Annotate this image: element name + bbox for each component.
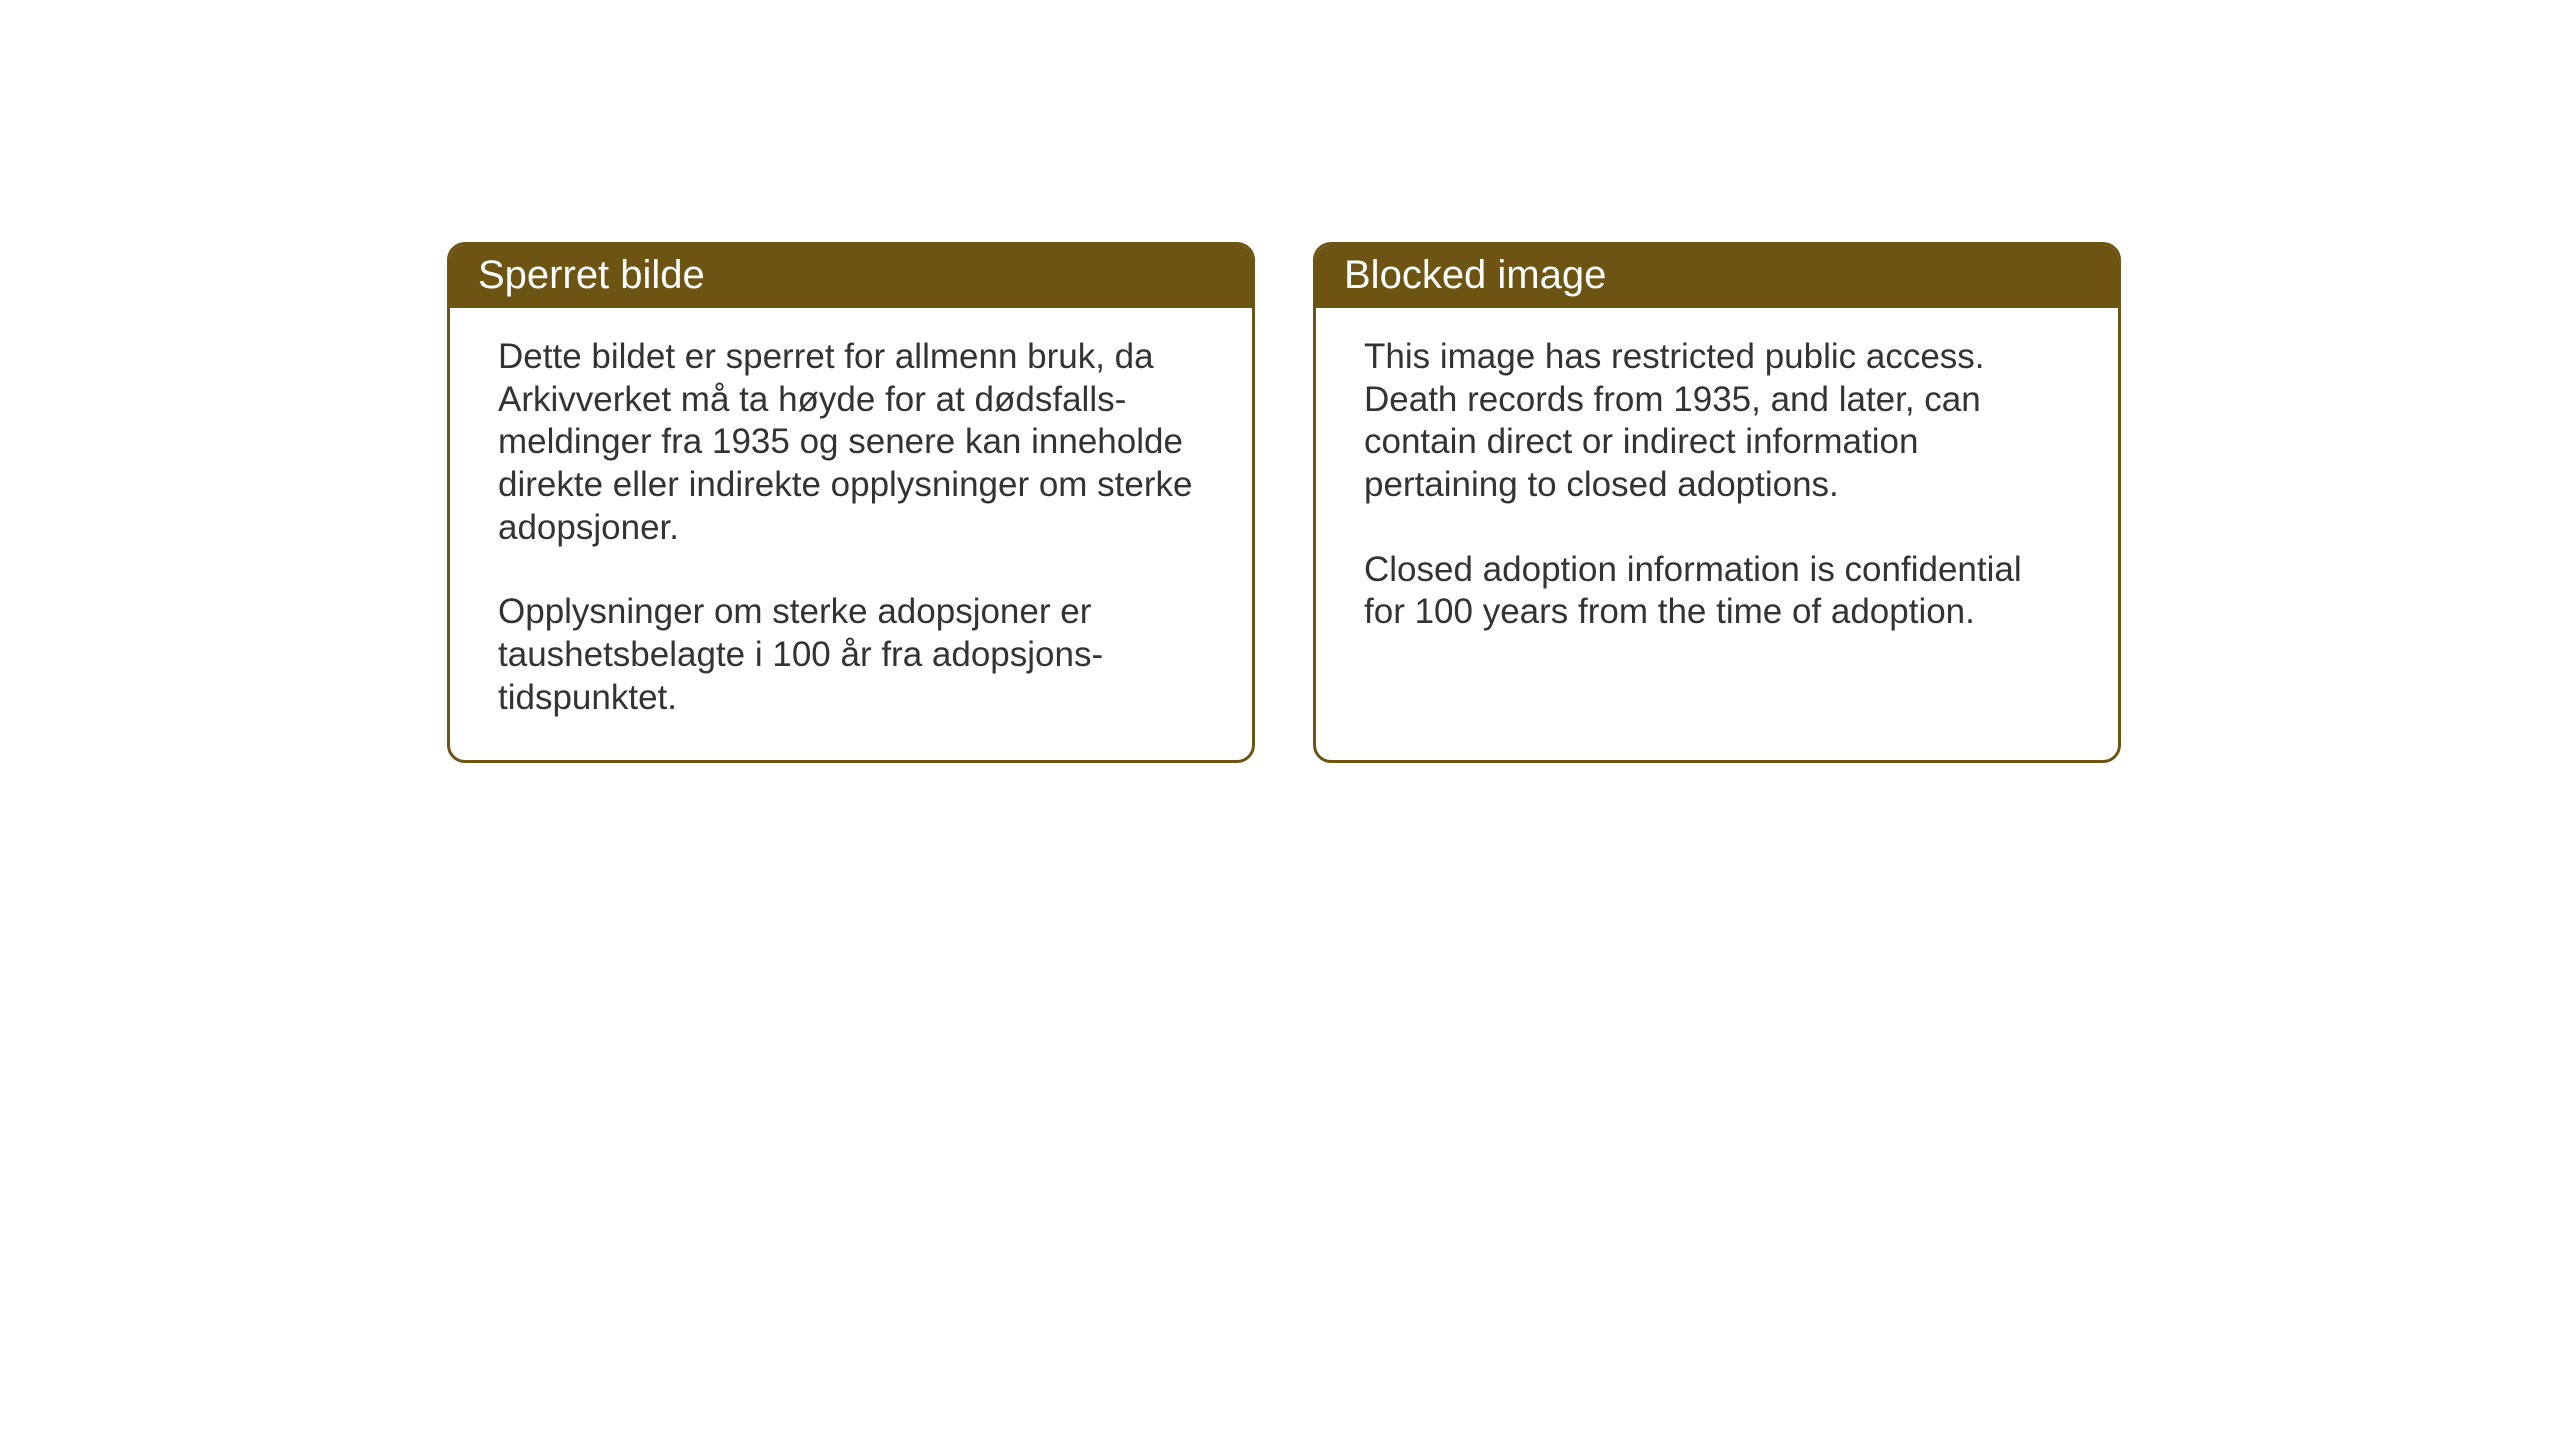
- notice-container: Sperret bilde Dette bildet er sperret fo…: [447, 242, 2121, 763]
- paragraph-english-1: This image has restricted public access.…: [1364, 336, 2070, 507]
- notice-card-english: Blocked image This image has restricted …: [1313, 242, 2121, 763]
- notice-card-norwegian: Sperret bilde Dette bildet er sperret fo…: [447, 242, 1255, 763]
- card-body-english: This image has restricted public access.…: [1316, 308, 2118, 674]
- card-header-norwegian: Sperret bilde: [450, 245, 1252, 308]
- paragraph-norwegian-2: Opplysninger om sterke adopsjoner er tau…: [498, 591, 1204, 719]
- paragraph-english-2: Closed adoption information is confident…: [1364, 549, 2070, 634]
- card-title-english: Blocked image: [1344, 253, 1606, 297]
- paragraph-norwegian-1: Dette bildet er sperret for allmenn bruk…: [498, 336, 1204, 549]
- card-body-norwegian: Dette bildet er sperret for allmenn bruk…: [450, 308, 1252, 760]
- card-title-norwegian: Sperret bilde: [478, 253, 705, 297]
- card-header-english: Blocked image: [1316, 245, 2118, 308]
